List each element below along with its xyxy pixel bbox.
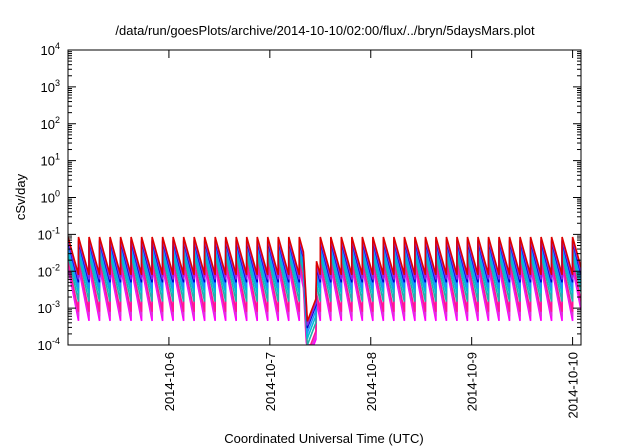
y-tick-label: 102 [41,115,60,132]
x-tick-label: 2014-10-9 [465,352,480,411]
series-line-8 [68,236,581,322]
ticks-layer: 10-4 10-3 10-2 10-1 100 101 102 103 104 2014-10-6… [38,41,581,419]
y-tick-label: 104 [41,41,60,58]
series-line-3 [68,254,581,345]
series-layer [68,236,581,345]
series-line-2 [68,259,581,345]
x-tick-label: 2014-10-8 [364,352,379,411]
x-tick-label: 2014-10-10 [566,352,581,419]
plot-frame [67,49,582,346]
series-line-4 [68,250,581,340]
x-axis-label: Coordinated Universal Time (UTC) [224,431,423,446]
y-tick-label: 10-4 [38,336,60,353]
y-tick-label: 10-3 [38,299,60,316]
y-tick-label: 10-1 [38,225,60,242]
y-tick-label: 100 [41,189,60,206]
chart-title: /data/run/goesPlots/archive/2014-10-10/0… [115,23,535,38]
y-tick-label: 10-2 [38,262,60,279]
y-axis-label: cSv/day [13,173,28,220]
x-tick-label: 2014-10-7 [263,352,278,411]
series-line-5 [68,245,581,334]
y-tick-label: 101 [41,152,60,169]
y-tick-label: 103 [41,78,60,95]
x-tick-label: 2014-10-6 [162,352,177,411]
